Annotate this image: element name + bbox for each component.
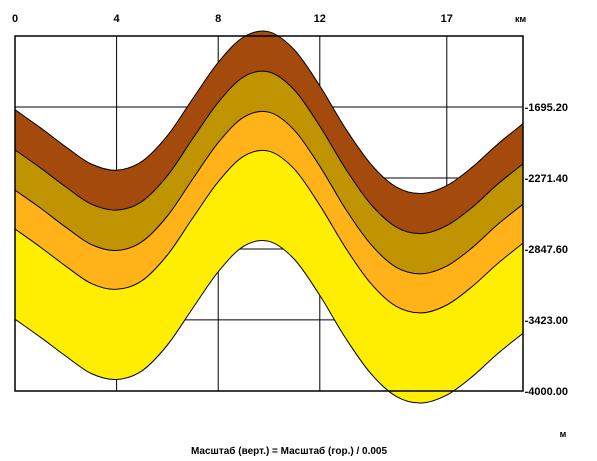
layer-fill-4 [15,150,523,404]
layer-fill-3 [15,111,523,313]
horizon-line-h4 [14,149,524,314]
layer-fill-1 [15,31,523,234]
x-axis-unit: км [515,14,527,24]
y-tick-label: -1695.20 [525,102,568,114]
y-tick-label: -2847.60 [525,244,568,256]
x-tick-label: 4 [114,13,121,25]
x-tick-label: 0 [12,13,18,25]
horizon-line-h5 [14,239,524,404]
y-tick-label: -2271.40 [525,173,568,185]
horizon-layers [14,30,524,404]
x-tick-label: 12 [314,13,326,25]
horizon-line-h2 [14,70,524,235]
horizon-line-h3 [14,110,524,275]
plot-border [14,35,524,392]
x-tick-label: 8 [215,13,221,25]
scale-caption: Масштаб (верт.) = Масштаб (гор.) / 0.005 [191,445,388,457]
x-axis-ticks: 0 4 8 12 17 [12,13,453,25]
layer-fill-2 [15,71,523,274]
y-axis-ticks: -1695.20 -2271.40 -2847.60 -3423.00 -4000.00 [525,102,568,398]
horizon-line-h1 [14,30,524,195]
x-tick-label: 17 [441,13,453,25]
plot-frame [14,35,524,392]
y-tick-label: -4000.00 [525,386,568,398]
y-tick-label: -3423.00 [525,315,568,327]
y-axis-unit: м [560,429,567,439]
